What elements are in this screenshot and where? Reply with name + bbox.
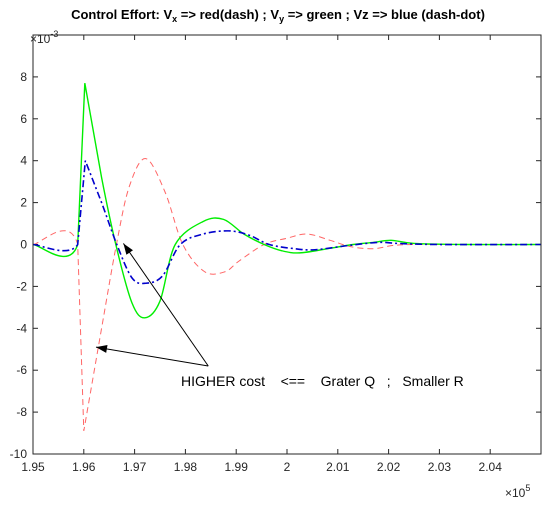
x-tick-label: 1.97 xyxy=(123,460,147,474)
x-tick-label: 2.03 xyxy=(428,460,452,474)
title-vx-subscript: x xyxy=(172,14,177,24)
axis-ticks: 1.95 1.96 1.97 1.98 1.99 2 2.01 2.02 2.03 2.04 -10… xyxy=(10,35,541,474)
x-tick-label: 1.98 xyxy=(174,460,198,474)
annotation-arrow-head xyxy=(95,345,108,353)
x-tick-label: 2.04 xyxy=(479,460,503,474)
y-tick-label: 4 xyxy=(20,154,27,168)
title-rest: => green ; Vz => blue (dash-dot) xyxy=(284,7,485,22)
y-tick-label: -6 xyxy=(16,363,27,377)
annotation-arrow-line xyxy=(123,243,209,367)
annotation-text: HIGHER cost <== Grater Q ; Smaller R xyxy=(181,373,464,389)
y-tick-label: 8 xyxy=(20,70,27,84)
annotation-arrows xyxy=(95,243,209,367)
series-vz-blue-dashdot xyxy=(32,160,542,285)
axes-box xyxy=(32,34,542,455)
title-mid: => red(dash) ; V xyxy=(177,7,279,22)
x-tick-label: 2 xyxy=(284,460,291,474)
y-tick-label: 0 xyxy=(20,238,27,252)
series-vx-red-dash xyxy=(32,158,541,432)
x-tick-label: 1.95 xyxy=(21,460,45,474)
x-tick-label: 1.99 xyxy=(225,460,249,474)
y-tick-label: -4 xyxy=(16,321,27,335)
x-tick-label: 1.96 xyxy=(72,460,96,474)
title-vy-subscript: y xyxy=(279,14,284,24)
x-tick-label: 2.01 xyxy=(326,460,350,474)
title-prefix: Control Effort: V xyxy=(71,7,172,22)
x-scale-exponent-label: ×105 xyxy=(505,483,530,500)
y-tick-label: -8 xyxy=(16,405,27,419)
y-tick-label: 2 xyxy=(20,196,27,210)
y-tick-label: -10 xyxy=(10,447,28,461)
chart-title: Control Effort: Vx => red(dash) ; Vy => … xyxy=(71,7,485,24)
annotation-arrow-head xyxy=(123,243,133,255)
x-tick-label: 2.02 xyxy=(377,460,401,474)
annotation-arrow-line xyxy=(95,346,209,367)
series-lines xyxy=(32,83,542,432)
y-tick-label: -2 xyxy=(16,279,27,293)
series-vy-green xyxy=(32,83,542,319)
y-tick-label: 6 xyxy=(20,112,27,126)
